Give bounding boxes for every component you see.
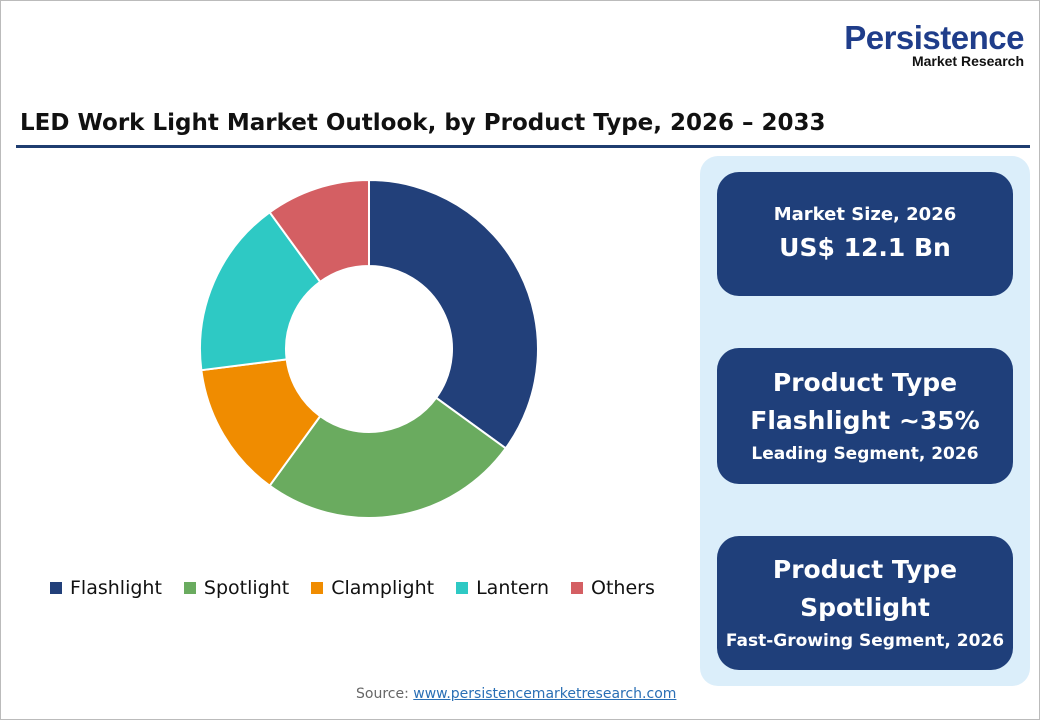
- donut-chart: [199, 178, 539, 519]
- donut-slice-lantern: [199, 210, 322, 372]
- card-value: US$ 12.1 Bn: [779, 233, 951, 262]
- card-label: Market Size, 2026: [773, 204, 957, 225]
- fast-growing-card: Product Type Spotlight Fast-Growing Segm…: [717, 536, 1013, 670]
- legend-item-flashlight: Flashlight: [50, 577, 162, 599]
- legend-label: Flashlight: [70, 577, 162, 599]
- card-caption: Leading Segment, 2026: [751, 444, 979, 464]
- legend-item-lantern: Lantern: [456, 577, 549, 599]
- card-value: Flashlight ~35%: [750, 406, 980, 435]
- card-value: Spotlight: [800, 593, 930, 622]
- legend-label: Spotlight: [203, 577, 290, 599]
- source-link[interactable]: www.persistencemarketresearch.com: [413, 686, 677, 702]
- source-label: Source:: [356, 686, 409, 702]
- leading-segment-card: Product Type Flashlight ~35% Leading Seg…: [717, 348, 1013, 484]
- market-size-card: Market Size, 2026 US$ 12.1 Bn: [717, 172, 1013, 296]
- title-divider: [16, 145, 1030, 148]
- card-label: Product Type: [772, 555, 958, 584]
- legend-label: Others: [591, 577, 655, 599]
- source: Source: www.persistencemarketresearch.co…: [356, 686, 676, 702]
- logo: Persistence Market Research: [844, 19, 1024, 69]
- legend: Flashlight Spotlight Clamplight Lantern Othe…: [50, 577, 655, 599]
- legend-label: Clamplight: [331, 577, 435, 599]
- legend-item-spotlight: Spotlight: [183, 577, 290, 599]
- legend-label: Lantern: [476, 577, 550, 599]
- donut-slice-flashlight: [368, 178, 539, 450]
- legend-swatch: [183, 582, 196, 594]
- donut-slice-spotlight: [268, 396, 508, 519]
- logo-name: Persistence: [844, 19, 1024, 56]
- logo-subtitle: Market Research: [911, 53, 1024, 69]
- donut-slice-others: [268, 178, 370, 284]
- card-caption: Fast-Growing Segment, 2026: [725, 631, 1005, 651]
- legend-swatch: [311, 582, 324, 594]
- legend-swatch: [50, 582, 62, 594]
- legend-swatch: [456, 582, 469, 594]
- legend-swatch: [571, 582, 584, 594]
- chart-title: LED Work Light Market Outlook, by Produc…: [20, 110, 826, 136]
- legend-item-clamplight: Clamplight: [311, 577, 434, 599]
- legend-item-others: Others: [571, 577, 655, 599]
- card-label: Product Type: [772, 368, 958, 397]
